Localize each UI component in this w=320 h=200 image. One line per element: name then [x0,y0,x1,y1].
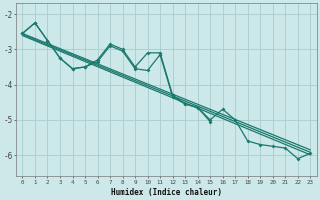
X-axis label: Humidex (Indice chaleur): Humidex (Indice chaleur) [111,188,222,197]
